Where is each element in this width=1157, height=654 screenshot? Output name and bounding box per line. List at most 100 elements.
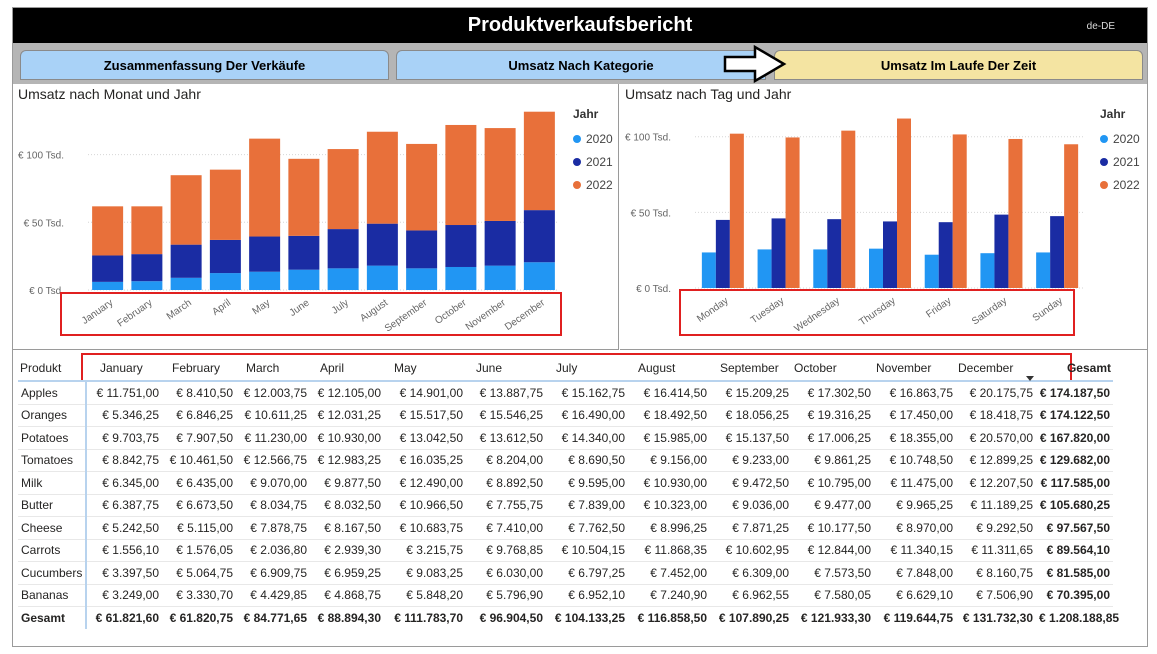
bar-2020-november[interactable] [484, 265, 516, 290]
bar-2022-saturday[interactable] [1008, 138, 1023, 288]
legend-item-2022[interactable]: 2022 [573, 173, 613, 196]
bar-2020-january[interactable] [92, 281, 124, 290]
column-header-month[interactable]: September [710, 355, 792, 382]
bar-2021-thursday[interactable] [883, 221, 897, 288]
legend-label-2021: 2021 [1113, 154, 1140, 169]
bar-2021-may[interactable] [249, 236, 281, 272]
bar-2020-saturday[interactable] [980, 253, 995, 288]
bar-2022-tuesday[interactable] [785, 137, 800, 288]
bar-2021-november[interactable] [484, 220, 516, 266]
column-header-product[interactable]: Produkt [18, 355, 86, 382]
bar-2022-october[interactable] [445, 124, 477, 226]
row-header[interactable]: Carrots [18, 539, 87, 562]
bar-2021-friday[interactable] [938, 222, 953, 288]
row-header[interactable]: Cheese [18, 516, 87, 540]
bar-2021-june[interactable] [288, 235, 320, 270]
column-header-month[interactable]: December [956, 355, 1036, 382]
column-header-month[interactable]: November [874, 355, 956, 382]
bar-2022-wednesday[interactable] [841, 130, 856, 288]
tab-sales-summary[interactable]: Zusammenfassung Der Verkäufe [20, 50, 389, 80]
column-header-month[interactable]: October [792, 355, 874, 382]
bar-2020-april[interactable] [209, 273, 241, 290]
legend-item-2021[interactable]: 2021 [573, 150, 613, 173]
bar-2020-friday[interactable] [924, 254, 939, 288]
bar-2020-july[interactable] [327, 268, 359, 290]
bar-2021-september[interactable] [406, 230, 438, 269]
table-cell: € 10.748,50 [874, 449, 956, 472]
row-header[interactable]: Gesamt [18, 606, 87, 629]
column-header-month[interactable]: July [546, 355, 628, 382]
bar-2021-august[interactable] [366, 223, 398, 266]
bar-2020-wednesday[interactable] [813, 249, 828, 288]
bar-2022-april[interactable] [209, 169, 241, 240]
bar-2020-sunday[interactable] [1036, 252, 1051, 288]
bar-2020-september[interactable] [406, 268, 438, 290]
bar-2021-tuesday[interactable] [771, 218, 786, 288]
bar-2020-june[interactable] [288, 269, 320, 290]
column-header-month[interactable]: January [86, 355, 162, 382]
tab-sales-over-time[interactable]: Umsatz Im Laufe Der Zeit [774, 50, 1143, 80]
bar-2020-december[interactable] [523, 262, 555, 290]
row-header[interactable]: Oranges [18, 404, 87, 427]
bar-2021-december[interactable] [523, 210, 555, 263]
bar-2022-november[interactable] [484, 128, 516, 221]
bar-2021-february[interactable] [131, 254, 163, 282]
row-header[interactable]: Tomatoes [18, 449, 87, 472]
bar-2020-thursday[interactable] [869, 248, 883, 288]
bar-2021-monday[interactable] [715, 219, 730, 288]
bar-2022-august[interactable] [366, 131, 398, 224]
bar-2022-thursday[interactable] [897, 118, 911, 289]
bar-2021-january[interactable] [92, 255, 124, 282]
column-header-month[interactable]: March [236, 355, 310, 382]
bar-2022-june[interactable] [288, 158, 320, 236]
row-header[interactable]: Cucumbers [18, 561, 87, 585]
bar-2020-october[interactable] [445, 266, 477, 290]
bar-2021-sunday[interactable] [1050, 216, 1065, 288]
table-cell: € 5.115,00 [162, 516, 236, 540]
table-cell: € 9.036,00 [710, 494, 792, 517]
bar-2022-sunday[interactable] [1064, 144, 1079, 288]
column-header-month[interactable]: May [384, 355, 466, 382]
bar-2022-monday[interactable] [729, 133, 744, 288]
bar-2022-march[interactable] [170, 175, 202, 245]
bar-2022-july[interactable] [327, 149, 359, 230]
column-header-month[interactable]: August [628, 355, 710, 382]
legend-item-2021[interactable]: 2021 [1100, 150, 1140, 173]
bar-2022-september[interactable] [406, 143, 438, 231]
bar-2021-saturday[interactable] [994, 214, 1009, 288]
row-header[interactable]: Milk [18, 471, 87, 495]
bar-2022-january[interactable] [92, 206, 124, 256]
row-header[interactable]: Apples [18, 381, 87, 405]
legend-item-2020[interactable]: 2020 [1100, 127, 1140, 150]
bar-2020-may[interactable] [249, 271, 281, 290]
bar-2022-december[interactable] [523, 111, 555, 211]
legend-item-2020[interactable]: 2020 [573, 127, 613, 150]
bar-2020-monday[interactable] [701, 252, 716, 288]
bar-2022-february[interactable] [131, 206, 163, 255]
table-cell: € 9.477,00 [792, 494, 874, 517]
bar-2021-april[interactable] [209, 239, 241, 274]
bar-2022-may[interactable] [249, 138, 281, 237]
row-total-cell: € 105.680,25 [1036, 494, 1113, 517]
table-header-row: Produkt January February March April May… [18, 355, 1113, 382]
sort-descending-icon[interactable] [1026, 376, 1034, 381]
row-header[interactable]: Butter [18, 494, 87, 517]
bar-2021-july[interactable] [327, 229, 359, 269]
bar-2020-march[interactable] [170, 277, 202, 290]
tab-sales-by-category[interactable]: Umsatz Nach Kategorie [396, 50, 766, 80]
bar-2020-august[interactable] [366, 265, 398, 290]
row-header[interactable]: Potatoes [18, 426, 87, 450]
bar-2020-february[interactable] [131, 281, 163, 290]
bar-2022-friday[interactable] [952, 134, 967, 288]
bar-2021-march[interactable] [170, 244, 202, 278]
legend-item-2022[interactable]: 2022 [1100, 173, 1140, 196]
column-header-month[interactable]: April [310, 355, 384, 382]
bar-2021-october[interactable] [445, 225, 477, 267]
table-cell: € 3.215,75 [384, 539, 466, 562]
column-header-month[interactable]: June [466, 355, 546, 382]
row-header[interactable]: Bananas [18, 584, 87, 607]
bar-2020-tuesday[interactable] [757, 249, 772, 288]
column-header-total[interactable]: Gesamt [1036, 355, 1113, 382]
column-header-month[interactable]: February [162, 355, 236, 382]
bar-2021-wednesday[interactable] [827, 219, 842, 288]
